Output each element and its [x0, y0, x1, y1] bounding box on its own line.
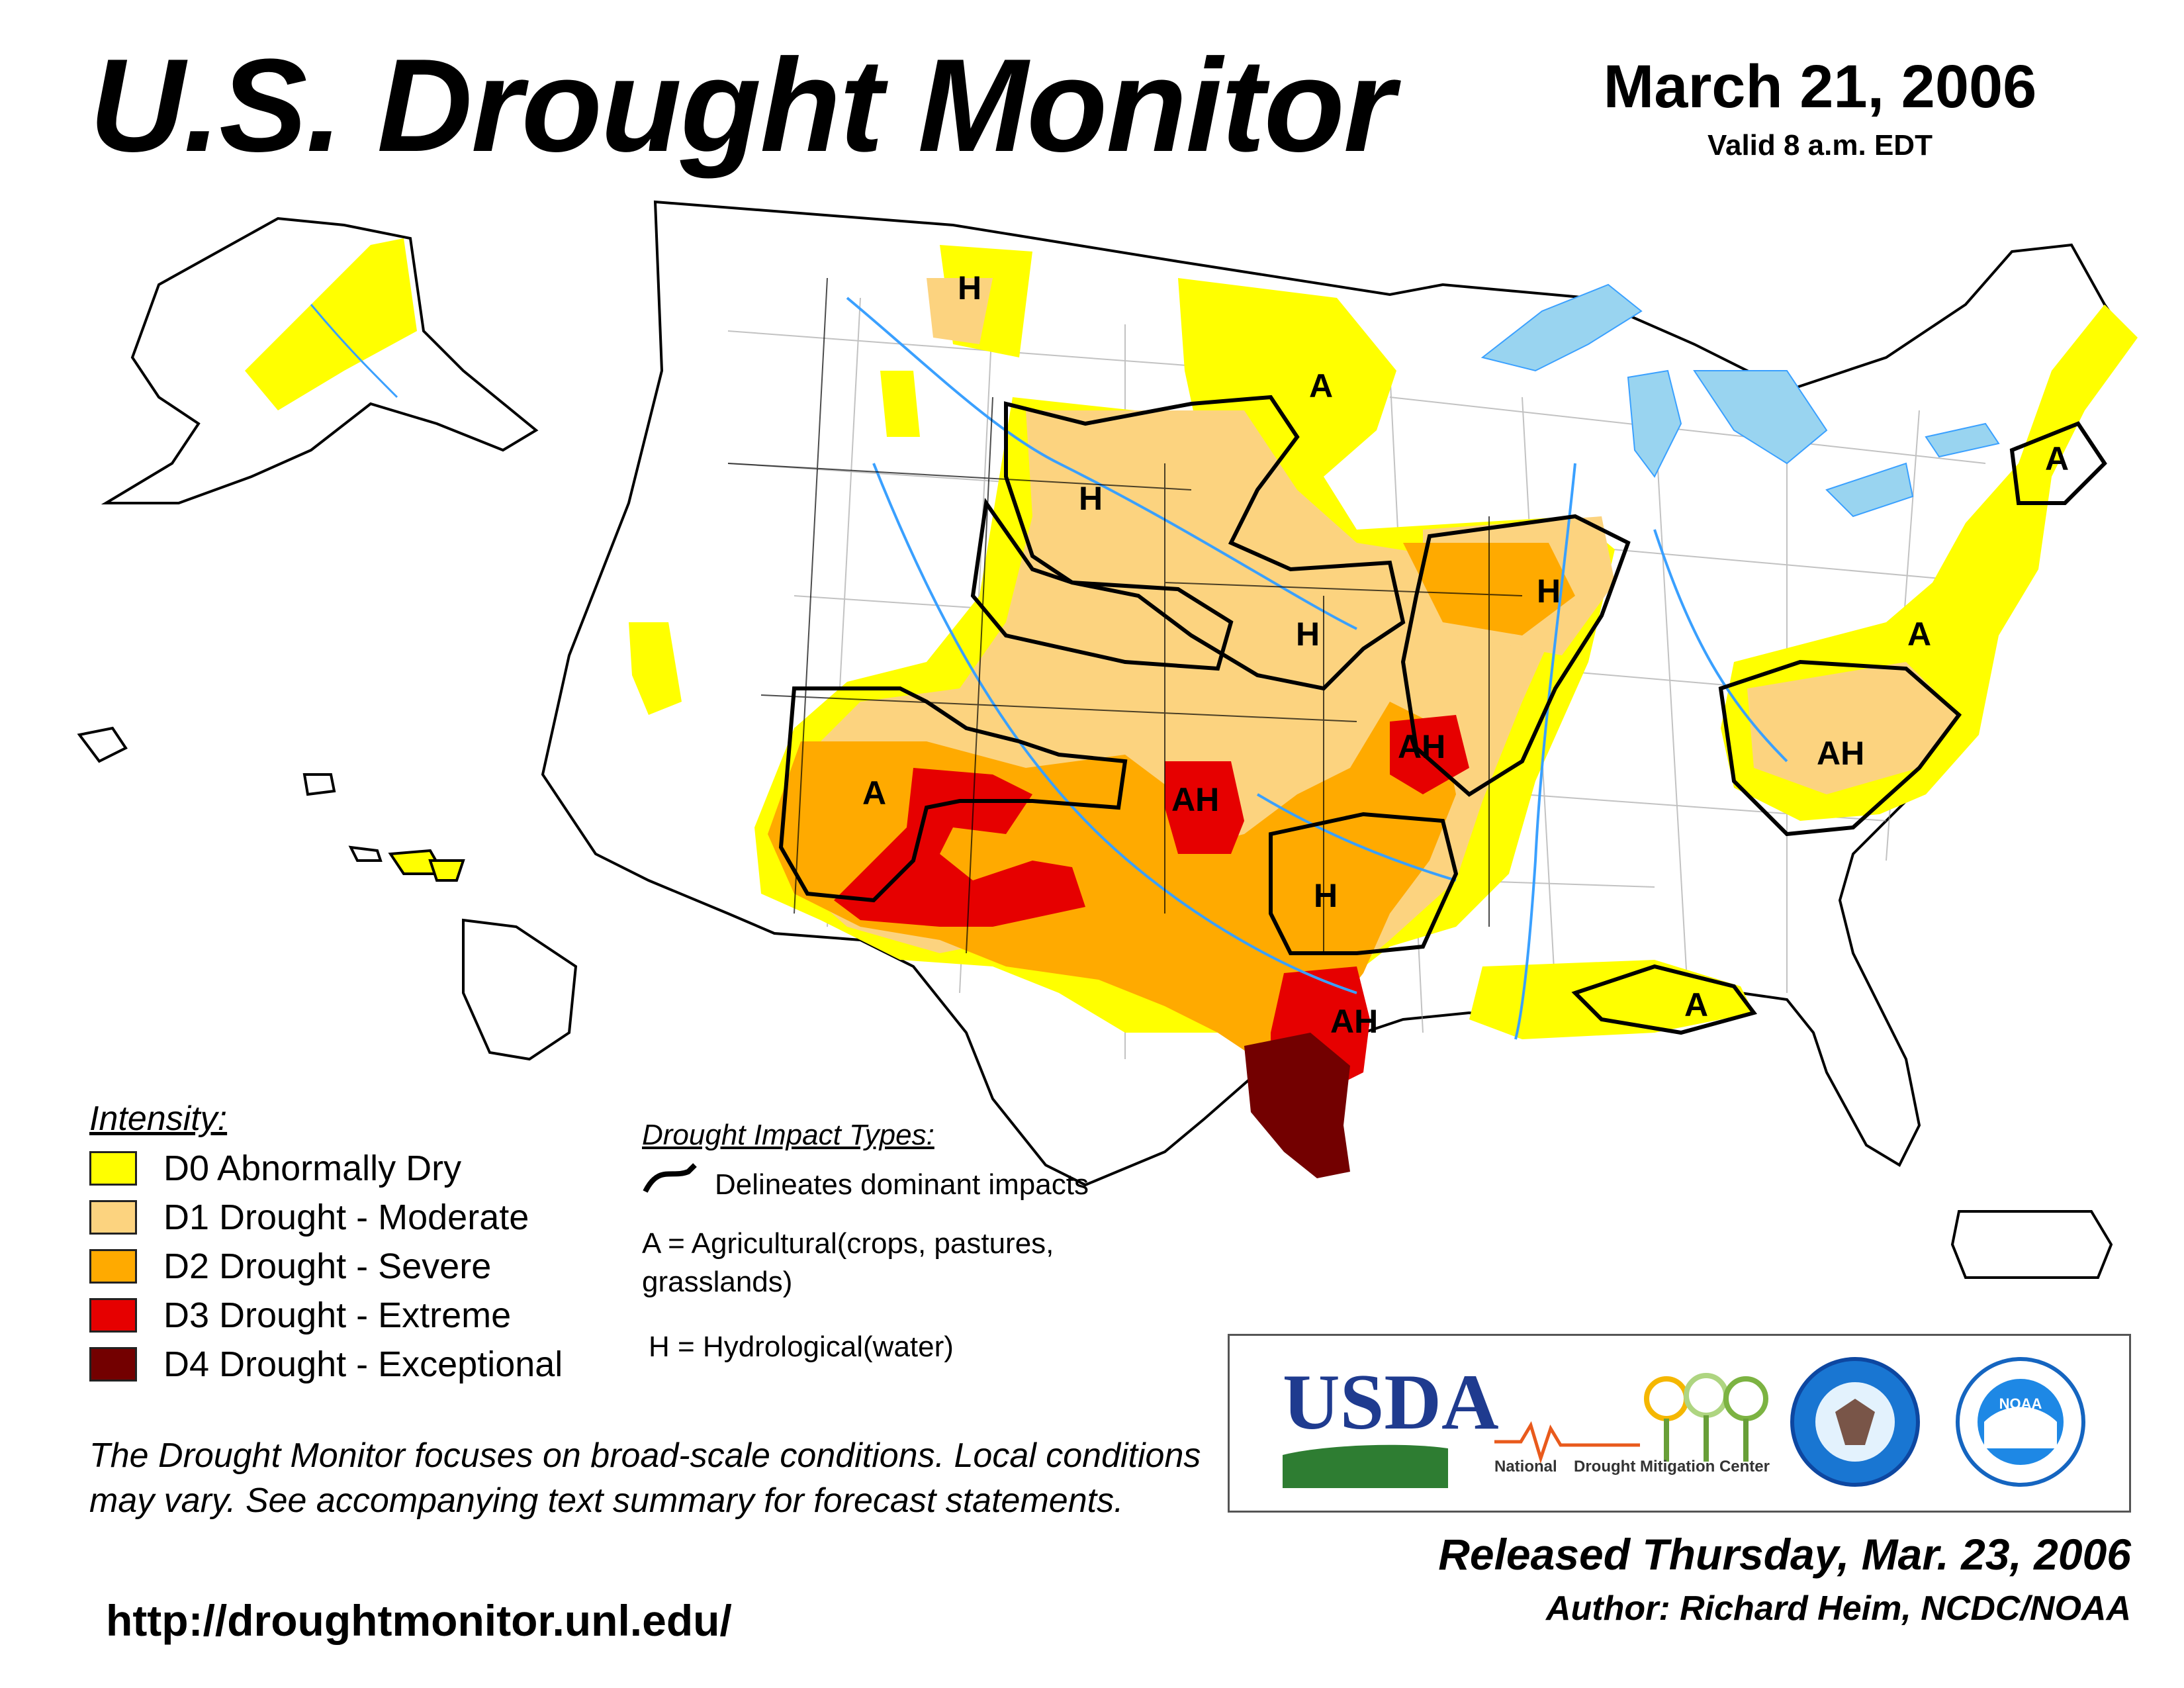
- ndmc-national-text: National: [1494, 1458, 1557, 1476]
- rivers: [846, 297, 1788, 1040]
- impact-label: H: [1314, 877, 1338, 914]
- partner-logos: USDA National Drought Mitigation Center …: [1228, 1334, 2131, 1513]
- hawaii: [77, 726, 578, 1061]
- impact-label: H: [1079, 480, 1103, 517]
- legend-swatch: [89, 1298, 137, 1333]
- valid-time: Valid 8 a.m. EDT: [1707, 129, 1933, 162]
- impact-label: H: [1296, 616, 1320, 653]
- noaa-bird-icon: [1984, 1407, 2057, 1448]
- ndmc-trees-icon: [1644, 1373, 1768, 1462]
- legend-item-d3: D3 Drought - Extreme: [89, 1292, 511, 1338]
- impact-label: A: [862, 774, 886, 812]
- author: Author: Richard Heim, NCDC/NOAA: [1545, 1589, 2131, 1628]
- legend-item-d4: D4 Drought - Exceptional: [89, 1341, 563, 1387]
- released-date: Released Thursday, Mar. 23, 2006: [1438, 1530, 2131, 1579]
- legend-label: D3 Drought - Extreme: [163, 1295, 512, 1335]
- legend-swatch: [89, 1347, 137, 1382]
- impact-labels: H A H H H A A A AH AH AH H AH A: [862, 269, 2069, 1040]
- noaa-text: NOAA: [1999, 1395, 2042, 1412]
- impact-label: H: [1537, 573, 1561, 610]
- legend-swatch: [89, 1151, 137, 1186]
- eagle-icon: [1835, 1399, 1875, 1445]
- logos-svg: USDA National Drought Mitigation Center …: [1283, 1357, 2085, 1488]
- impact-hydrological: H = Hydrological(water): [649, 1331, 954, 1363]
- puerto-rico: [1950, 1210, 2113, 1279]
- ndmc-pulse-icon: [1494, 1421, 1640, 1464]
- impact-label: AH: [1398, 728, 1445, 765]
- legend-heading: Intensity:: [89, 1100, 228, 1138]
- usda-logo-text: USDA: [1283, 1358, 1499, 1446]
- impact-label: A: [1907, 616, 1931, 653]
- d4-areas: [1244, 1033, 1350, 1178]
- usda-logo-field: [1283, 1444, 1448, 1488]
- impact-label: A: [2045, 440, 2069, 477]
- legend-label: D2 Drought - Severe: [163, 1246, 492, 1286]
- legend-item-d2: D2 Drought - Severe: [89, 1243, 491, 1289]
- legend-item-d0: D0 Abnormally Dry: [89, 1145, 461, 1192]
- legend-label: D4 Drought - Exceptional: [163, 1344, 563, 1384]
- legend-swatch: [89, 1200, 137, 1235]
- impact-label: A: [1309, 367, 1333, 404]
- disclaimer-note: The Drought Monitor focuses on broad-sca…: [89, 1436, 1201, 1520]
- impact-label: H: [958, 269, 981, 306]
- legend-swatch: [89, 1249, 137, 1284]
- impact-label: AH: [1817, 735, 1864, 772]
- monitor-url-link[interactable]: http://droughtmonitor.unl.edu/: [106, 1596, 732, 1645]
- impact-boundaries: [778, 395, 2107, 1035]
- legend-item-d1: D1 Drought - Moderate: [89, 1194, 529, 1241]
- impact-label: AH: [1171, 781, 1219, 818]
- legend-label: D0 Abnormally Dry: [163, 1149, 462, 1188]
- great-lakes: [1480, 283, 2000, 518]
- impact-line-desc: Delineates dominant impacts: [715, 1168, 1089, 1201]
- legend-label: D1 Drought - Moderate: [163, 1197, 529, 1237]
- impact-agricultural: A = Agricultural(crops, pastures, grassl…: [642, 1227, 1054, 1298]
- alaska: [101, 216, 539, 504]
- impact-label: A: [1684, 986, 1708, 1023]
- impact-heading: Drought Impact Types:: [642, 1119, 934, 1151]
- page-title: U.S. Drought Monitor: [89, 32, 1395, 179]
- state-lines: [727, 277, 1523, 954]
- map-date: March 21, 2006: [1603, 53, 2037, 120]
- ndmc-center-text: Drought Mitigation Center: [1574, 1458, 1770, 1476]
- impact-label: AH: [1330, 1003, 1378, 1040]
- impact-line-sample: [643, 1163, 697, 1193]
